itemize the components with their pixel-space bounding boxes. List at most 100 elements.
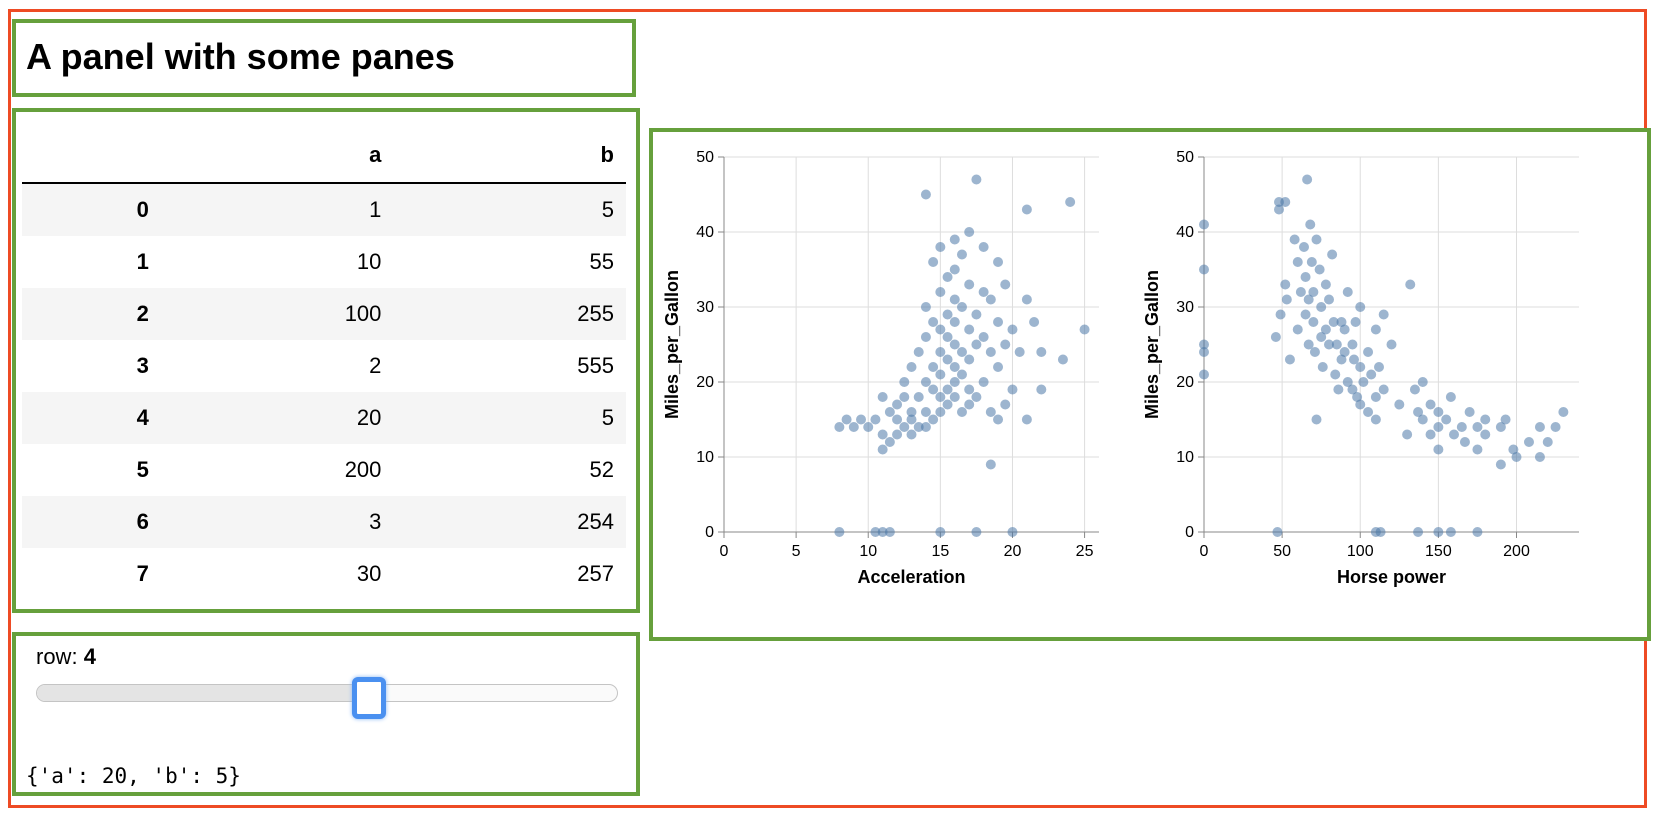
data-point (1336, 317, 1347, 327)
data-point (935, 392, 946, 402)
chart-2: 0 50 100 150 200 0 10 20 30 40 50 Horse power Miles_… (1142, 149, 1579, 587)
data-point (978, 287, 989, 297)
x-tick-label: 20 (1004, 543, 1022, 560)
data-point (1289, 234, 1300, 245)
data-point (920, 407, 931, 417)
table-row: 1 10 55 (22, 236, 626, 288)
data-point (1272, 527, 1283, 537)
y-tick-label: 0 (1185, 524, 1194, 541)
title-pane: A panel with some panes (12, 19, 636, 97)
cell-a: 1 (369, 197, 382, 222)
data-point (1350, 317, 1361, 327)
row-index: 6 (136, 509, 149, 534)
data-point (920, 422, 931, 432)
x-tick-label: 150 (1425, 543, 1452, 560)
data-point (1378, 384, 1389, 395)
data-point (1524, 437, 1534, 447)
slider-value: 4 (83, 644, 96, 669)
slider-label-text: row: (36, 644, 78, 669)
data-point (1036, 384, 1047, 395)
data-point (856, 414, 867, 425)
data-point (1495, 422, 1506, 432)
data-point (993, 362, 1004, 372)
data-point (1317, 362, 1328, 372)
data-point (1386, 339, 1397, 350)
charts-pane: 0 5 10 15 20 25 0 10 20 30 40 50 Acceleration Miles_p… (649, 128, 1651, 641)
data-point (870, 527, 881, 537)
data-point (978, 377, 989, 387)
data-point (1349, 354, 1359, 365)
table-row: 5 200 52 (22, 444, 626, 496)
data-point (1057, 354, 1068, 365)
y-axis-title: Miles_per_Gallon (662, 270, 682, 419)
data-point (1300, 272, 1311, 282)
y-tick-label: 20 (1176, 374, 1194, 391)
data-point (1558, 407, 1569, 417)
data-point (870, 414, 881, 425)
y-tick-label: 20 (696, 374, 714, 391)
data-point (1425, 429, 1436, 440)
data-point (1480, 414, 1491, 425)
data-point (877, 527, 888, 537)
table-row: 3 2 555 (22, 340, 626, 392)
data-point (964, 399, 975, 410)
data-point (956, 369, 967, 380)
column-header-b: b (393, 128, 626, 184)
data-point (1459, 437, 1470, 447)
data-point (1534, 452, 1545, 462)
data-point (928, 362, 939, 372)
data-point (906, 414, 917, 425)
data-point (1355, 399, 1366, 410)
data-point (1417, 377, 1428, 387)
data-point (949, 377, 960, 387)
data-point (1000, 279, 1011, 290)
data-point (1495, 459, 1506, 470)
data-point (1079, 324, 1090, 335)
table-row: 4 20 5 (22, 392, 626, 444)
row-index: 2 (136, 301, 149, 326)
data-point (935, 347, 946, 357)
data-point (1327, 249, 1338, 260)
data-point (913, 422, 924, 432)
data-point (877, 392, 888, 402)
row-slider-handle[interactable] (351, 677, 386, 719)
data-point (1021, 414, 1032, 425)
data-point (1316, 332, 1327, 342)
page-title: A panel with some panes (26, 36, 455, 77)
column-header-a: a (160, 128, 394, 184)
data-point (1328, 317, 1339, 327)
data-point (1378, 309, 1389, 320)
data-point (1309, 347, 1320, 357)
data-point (1542, 437, 1553, 447)
y-tick-label: 50 (696, 149, 714, 166)
row-index: 5 (136, 457, 149, 482)
data-point (1511, 452, 1522, 462)
data-point (1417, 414, 1428, 425)
data-point (1303, 339, 1314, 350)
table-row: 7 30 257 (22, 548, 626, 600)
x-tick-label: 0 (1200, 543, 1209, 560)
data-point (935, 242, 946, 252)
data-point (1472, 444, 1483, 455)
data-point (1333, 384, 1344, 395)
table-header-row: a b (22, 128, 626, 184)
row-slider-track[interactable] (36, 684, 618, 702)
data-point (928, 317, 939, 327)
selected-row-output: {'a': 20, 'b': 5} (26, 764, 241, 788)
cell-b: 254 (577, 509, 614, 534)
data-point (1374, 362, 1384, 372)
data-point (928, 384, 939, 395)
data-point (1342, 287, 1353, 297)
data-point (834, 527, 845, 537)
data-point (978, 242, 989, 252)
slider-fill (37, 685, 370, 701)
data-point (1375, 527, 1386, 537)
y-tick-label: 30 (696, 299, 714, 316)
data-point (1000, 339, 1011, 350)
data-point (1199, 369, 1209, 380)
data-point (1339, 324, 1350, 335)
data-point (935, 369, 946, 380)
data-point (1284, 354, 1295, 365)
y-tick-label: 10 (1176, 449, 1194, 466)
data-point (1508, 444, 1519, 455)
